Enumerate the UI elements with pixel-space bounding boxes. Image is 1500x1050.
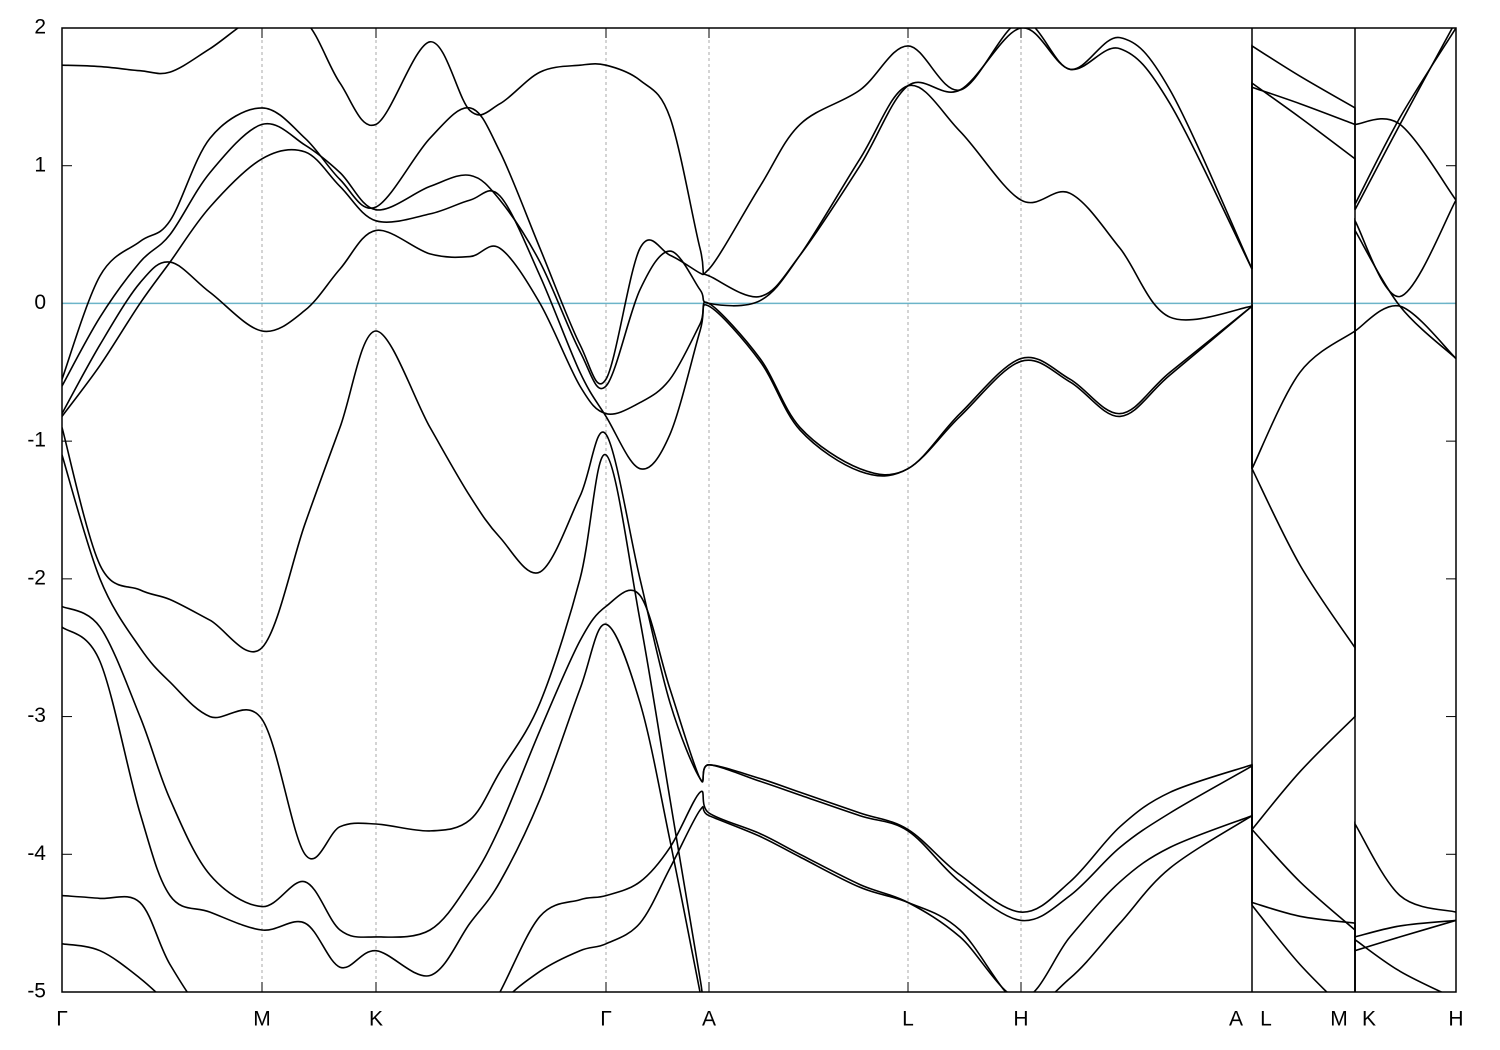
band-line [62, 148, 1456, 651]
band-line [62, 454, 1456, 992]
x-tick-label: H [1448, 1008, 1463, 1031]
band-line [62, 28, 1454, 390]
y-tick-label: -4 [27, 842, 46, 865]
band-line [62, 28, 1456, 385]
x-tick-label: M [253, 1008, 271, 1031]
y-tick-label: 0 [34, 291, 46, 314]
y-tick-label: -5 [27, 980, 46, 1003]
plot-frame [61, 27, 1457, 993]
band-line [62, 199, 1456, 476]
x-tick-label: H [1013, 1008, 1028, 1031]
band-line [62, 589, 1456, 938]
y-tick-label: -3 [27, 704, 46, 727]
y-tick-label: 2 [34, 16, 46, 39]
band-line [62, 790, 1444, 992]
x-tick-label: L [1260, 1008, 1272, 1031]
band-line [62, 28, 1456, 275]
x-tick-label: M [1330, 1008, 1348, 1031]
x-tick-label: Γ [56, 1008, 68, 1031]
x-tick-label: A [1229, 1008, 1243, 1031]
band-line [62, 304, 1456, 913]
x-tick-label: K [369, 1008, 383, 1031]
band-line [62, 805, 1456, 992]
band-line [62, 623, 701, 992]
y-tick-label: -1 [27, 429, 46, 452]
x-tick-label: Γ [600, 1008, 612, 1031]
y-tick-label: -2 [27, 566, 46, 589]
x-tick-label: L [902, 1008, 914, 1031]
bands [62, 28, 1456, 992]
x-tick-label: A [702, 1008, 716, 1031]
y-tick-label: 1 [34, 153, 46, 176]
x-tick-label: K [1362, 1008, 1376, 1031]
